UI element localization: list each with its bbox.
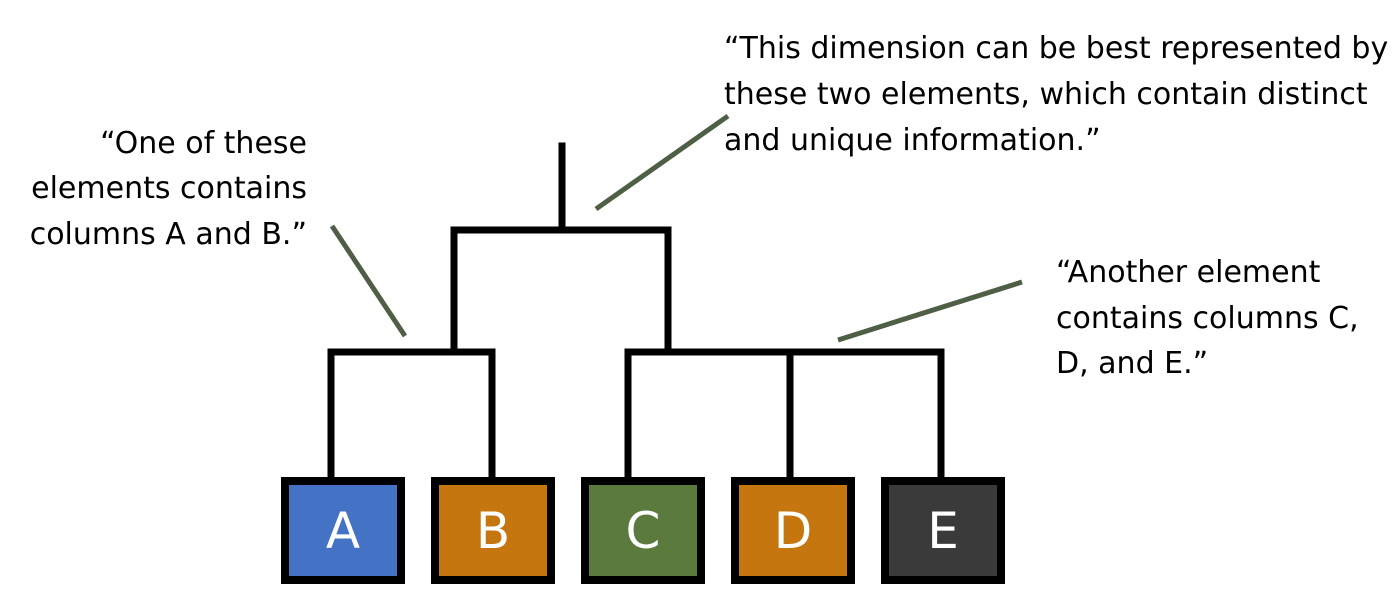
node-d-label: D (774, 502, 813, 560)
node-d: D (731, 477, 855, 584)
left-annotation-line-1: “One of these (100, 126, 307, 161)
node-c: C (581, 477, 705, 584)
right-annotation-line-2: contains columns C, (1056, 301, 1359, 336)
node-d-box (731, 477, 855, 584)
node-c-label: C (626, 502, 661, 560)
top-annotation-line-3: and unique information.” (724, 123, 1101, 158)
callout-connectors (329, 113, 1023, 343)
right-annotation-line-3: D, and E.” (1056, 346, 1208, 381)
right-annotation-line-1: “Another element (1056, 255, 1321, 290)
left-annotation-line-2: elements contains (31, 171, 307, 206)
top-annotation: “This dimension can be best represented … (724, 31, 1388, 158)
node-c-box (581, 477, 705, 584)
top-callout-connector (594, 113, 730, 212)
node-b-label: B (476, 502, 510, 560)
node-e-box (881, 477, 1005, 584)
left-annotation-line-3: columns A and B.” (30, 217, 307, 252)
node-e: E (881, 477, 1005, 584)
node-b-box (431, 477, 555, 584)
left-callout-connector (329, 224, 408, 338)
top-annotation-line-2: these two elements, which contain distin… (724, 77, 1368, 112)
node-a-label: A (326, 502, 360, 560)
node-a-box (281, 477, 405, 584)
right-annotation: “Another element contains columns C, D, … (1056, 255, 1359, 381)
top-annotation-line-1: “This dimension can be best represented … (724, 31, 1388, 66)
left-annotation: “One of these elements contains columns … (30, 126, 307, 252)
node-a: A (281, 477, 405, 584)
node-b: B (431, 477, 555, 584)
right-callout-connector (837, 279, 1023, 343)
leaf-nodes: A B C D E (281, 477, 1005, 584)
dendrogram-tree (327, 142, 945, 482)
node-e-label: E (927, 502, 959, 560)
